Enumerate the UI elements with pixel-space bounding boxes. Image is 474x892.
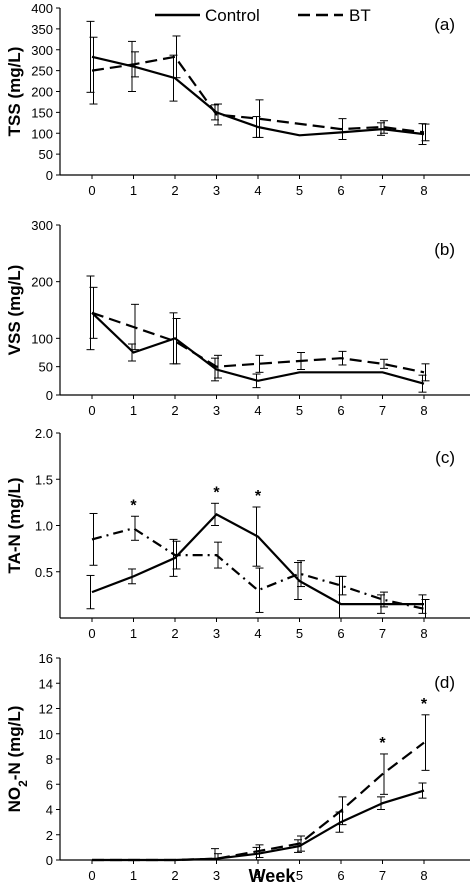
panel-2: 0 50 100 200 300 0 1 2 3 4 5 6 7 8 VSS (mg/L) (b) (5, 218, 470, 418)
panel-tag: (b) (434, 240, 455, 259)
x-tick-label: 5 (296, 626, 303, 641)
x-tick-label: 3 (213, 183, 220, 198)
x-tick-label: 0 (88, 626, 95, 641)
y-tick-label: 14 (39, 676, 53, 691)
x-tick-label: 8 (420, 868, 427, 883)
panel-3: 0.5 1.0 1.5 2.0 0 1 2 3 4 5 6 7 8 TA-N (mg/L) (c) * * * (5, 426, 470, 641)
y-tick-label: 50 (39, 360, 53, 375)
series-bt-line (91, 527, 425, 610)
significance-star: * (213, 484, 220, 501)
panel-tag: (c) (435, 448, 455, 467)
series-control-line (91, 55, 425, 137)
significance-star: * (130, 497, 137, 514)
y-axis-label: NO2-N (mg/L) (5, 706, 30, 813)
y-tick-label: 400 (31, 1, 53, 16)
y-tick-label: 200 (31, 85, 53, 100)
x-tick-label: 7 (379, 868, 386, 883)
y-tick-label: 1.0 (35, 519, 53, 534)
x-tick-label: 8 (420, 626, 427, 641)
y-axis-label: VSS (mg/L) (5, 265, 24, 356)
x-axis-label: Week (249, 866, 297, 886)
series-control-line (92, 789, 425, 862)
x-tick-label: 1 (130, 626, 137, 641)
x-tick-label: 6 (337, 626, 344, 641)
y-tick-label: 350 (31, 22, 53, 37)
y-tick-label: 8 (46, 752, 53, 767)
x-tick-label: 4 (254, 183, 261, 198)
y-tick-label: 12 (39, 702, 53, 717)
significance-star: * (421, 696, 428, 713)
x-tick-label: 2 (171, 868, 178, 883)
significance-star: * (379, 735, 386, 752)
y-tick-label: 16 (39, 651, 53, 666)
x-tick-label: 6 (337, 183, 344, 198)
y-tick-label: 250 (31, 64, 53, 79)
x-tick-label: 6 (337, 868, 344, 883)
series-bt-line (91, 55, 425, 134)
panel-1: 0 50 100 150 200 250 300 350 400 0 1 2 3 4 5 6 7 8 TSS (mg… (5, 1, 470, 198)
panel-tag: (d) (434, 673, 455, 692)
y-tick-label: 4 (46, 803, 53, 818)
x-tick-label: 4 (254, 403, 261, 418)
x-tick-label: 3 (213, 626, 220, 641)
x-tick-label: 4 (254, 868, 261, 883)
x-tick-label: 2 (171, 183, 178, 198)
x-tick-label: 7 (379, 403, 386, 418)
x-tick-label: 5 (296, 183, 303, 198)
x-tick-label: 0 (88, 868, 95, 883)
x-tick-label: 0 (88, 183, 95, 198)
y-tick-label: 50 (39, 147, 53, 162)
x-tick-label: 3 (213, 868, 220, 883)
panel-tag: (a) (434, 15, 455, 34)
legend-control-label: Control (205, 6, 260, 25)
x-tick-label: 1 (130, 403, 137, 418)
y-tick-label: 1.5 (35, 472, 53, 487)
x-tick-label: 0 (88, 403, 95, 418)
y-axis-label: TA-N (mg/L) (5, 478, 24, 574)
y-tick-label: 300 (31, 218, 53, 233)
y-tick-label: 10 (39, 727, 53, 742)
significance-star: * (255, 488, 262, 505)
y-tick-label: 0 (46, 168, 53, 183)
y-tick-label: 200 (31, 275, 53, 290)
series-control-line (91, 513, 424, 606)
y-tick-label: 0 (46, 388, 53, 403)
x-tick-label: 7 (379, 183, 386, 198)
y-tick-label: 0.5 (35, 565, 53, 580)
y-tick-label: 2.0 (35, 426, 53, 441)
x-tick-label: 7 (379, 626, 386, 641)
x-tick-label: 5 (296, 403, 303, 418)
legend-bt-label: BT (349, 6, 371, 25)
x-tick-label: 6 (337, 403, 344, 418)
x-tick-label: 1 (130, 183, 137, 198)
y-axis-label: TSS (mg/L) (5, 47, 24, 137)
series-bt-line (91, 311, 425, 374)
legend: Control BT (155, 6, 371, 25)
y-tick-label: 300 (31, 43, 53, 58)
y-tick-label: 6 (46, 777, 53, 792)
y-tick-label: 100 (31, 126, 53, 141)
x-tick-label: 5 (296, 868, 303, 883)
x-tick-label: 3 (213, 403, 220, 418)
x-tick-label: 2 (171, 403, 178, 418)
x-tick-label: 1 (130, 868, 137, 883)
series-bt-line (92, 741, 425, 862)
series-control-line (91, 312, 425, 385)
y-tick-label: 150 (31, 105, 53, 120)
x-tick-label: 4 (254, 626, 261, 641)
x-tick-label: 8 (420, 403, 427, 418)
y-tick-label: 2 (46, 828, 53, 843)
x-tick-label: 2 (171, 626, 178, 641)
y-tick-label: 100 (31, 331, 53, 346)
x-tick-label: 8 (420, 183, 427, 198)
y-tick-label: 0 (46, 853, 53, 868)
